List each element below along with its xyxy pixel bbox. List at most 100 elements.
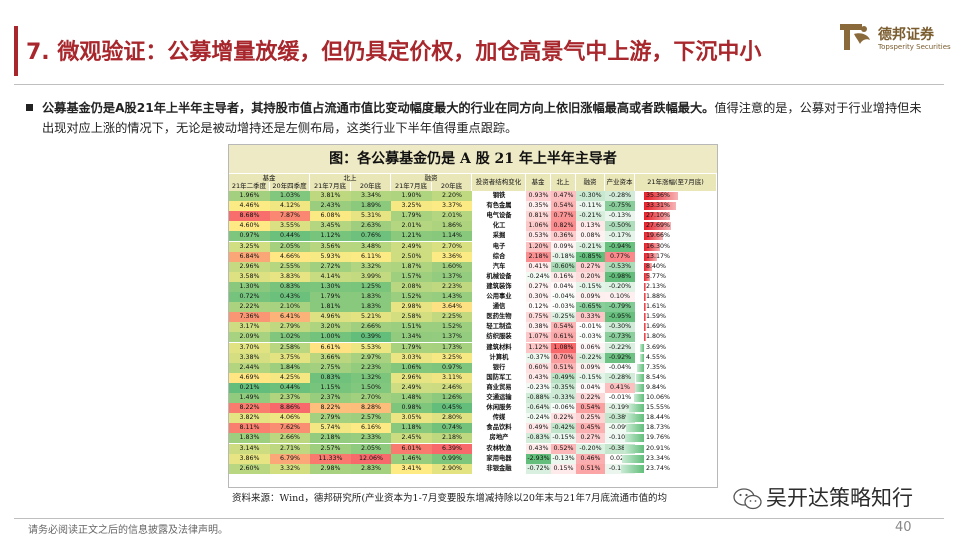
return-bar [635, 373, 644, 382]
change-cell: 0.22% [551, 413, 576, 424]
bullet-square-icon [26, 104, 33, 111]
change-cell: -0.20% [576, 443, 605, 454]
return-value: 16.30% [646, 242, 671, 250]
table-cell: 8.86% [270, 403, 310, 414]
change-cell: 1.08% [551, 342, 576, 353]
company-logo: 德邦证券 Topsperity Securities [836, 18, 951, 62]
return-bar [644, 212, 671, 221]
change-cell: 0.49% [526, 423, 551, 434]
table-cell: 1.37% [432, 271, 472, 282]
table-cell: 3.25% [432, 352, 472, 363]
table-cell: 1.86% [432, 221, 472, 232]
industry-label: 综合 [492, 252, 506, 260]
table-cell: 3.11% [432, 372, 472, 383]
table-cell: 1.15% [310, 382, 351, 393]
table-cell: 3.55% [270, 221, 310, 232]
header-change-1: 北上 [551, 174, 576, 191]
table-cell: 3.75% [270, 352, 310, 363]
change-cell: 0.04% [551, 281, 576, 292]
table-cell: 2.18% [432, 433, 472, 444]
table-cell: 0.21% [229, 382, 270, 393]
change-cell: -0.19% [605, 403, 635, 414]
table-cell: 1.81% [310, 302, 351, 313]
change-cell: -0.09% [605, 423, 635, 434]
return-value: 27.69% [646, 222, 671, 230]
source-note: 资料来源：Wind，德邦研究所(产业资本为1-7月变要股东增减持除以20年末与2… [232, 493, 668, 504]
table-cell: 3.99% [351, 271, 391, 282]
table-cell: 1.43% [432, 292, 472, 303]
header-change-3: 产业资本 [605, 174, 635, 191]
change-cell: -0.10% [605, 433, 635, 444]
table-cell: 4.96% [310, 312, 351, 323]
return-value: 5.77% [646, 272, 667, 280]
change-cell: -0.28% [605, 372, 635, 383]
logo-emblem-icon [836, 18, 874, 56]
return-value: 23.34% [646, 454, 671, 462]
industry-label: 银行 [492, 363, 506, 371]
header-change: 投资者结构变化 [472, 174, 526, 191]
table-cell: 0.99% [432, 453, 472, 464]
table-cell: 4.25% [270, 372, 310, 383]
change-cell: -0.33% [551, 393, 576, 404]
industry-label: 电气设备 [486, 212, 512, 220]
change-cell: -0.15% [576, 281, 605, 292]
table-cell: 6.41% [270, 312, 310, 323]
table-cell: 2.70% [351, 393, 391, 404]
header-change-2: 融资 [576, 174, 605, 191]
change-cell: 0.41% [605, 382, 635, 393]
change-cell: -0.03% [576, 332, 605, 343]
change-cell: -0.94% [605, 241, 635, 252]
table-cell: 6.79% [270, 453, 310, 464]
change-cell: -0.06% [551, 403, 576, 414]
table-cell: 2.08% [391, 281, 432, 292]
return-bar [644, 282, 647, 291]
change-cell: -0.03% [551, 302, 576, 313]
change-cell: -0.04% [551, 292, 576, 303]
table-cell: 2.58% [391, 312, 432, 323]
return-value: 10.06% [646, 394, 671, 401]
table-cell: 1.90% [391, 191, 432, 202]
change-cell: 0.12% [526, 302, 551, 313]
table-cell: 3.41% [391, 463, 432, 474]
change-cell: 0.46% [576, 453, 605, 464]
industry-label: 通信 [492, 303, 506, 311]
header-sub-1: 20年四季度 [270, 182, 310, 191]
table-cell: 1.96% [229, 191, 270, 202]
industry-label: 采掘 [492, 232, 506, 240]
change-cell: -0.24% [526, 271, 551, 282]
return-bar [644, 252, 657, 261]
change-cell: -0.53% [605, 261, 635, 272]
industry-label: 传媒 [492, 414, 506, 422]
table-cell: 2.98% [310, 463, 351, 474]
return-value: 8.54% [646, 373, 667, 381]
table-cell: 2.01% [391, 221, 432, 232]
change-cell: 0.43% [526, 443, 551, 454]
table-cell: 2.25% [432, 312, 472, 323]
change-cell: -0.22% [576, 352, 605, 363]
return-value: 18.44% [646, 414, 671, 422]
change-cell: -0.72% [526, 463, 551, 474]
table-cell: 7.87% [270, 211, 310, 222]
change-cell: 0.43% [526, 372, 551, 383]
change-cell: -0.65% [576, 302, 605, 313]
table-cell: 5.93% [310, 251, 351, 262]
industry-label: 房地产 [489, 434, 509, 442]
table-cell: 2.63% [351, 221, 391, 232]
table-cell: 2.43% [310, 201, 351, 212]
table-cell: 4.69% [229, 372, 270, 383]
change-cell: 0.70% [551, 352, 576, 363]
return-value: 33.31% [646, 202, 671, 210]
table-cell: 2.97% [351, 352, 391, 363]
table-cell: 1.73% [432, 342, 472, 353]
change-cell: 0.61% [551, 332, 576, 343]
industry-label: 家用电器 [486, 454, 512, 462]
change-cell: 2.18% [526, 251, 551, 262]
change-cell: -0.30% [576, 191, 605, 202]
change-cell: -0.04% [605, 362, 635, 373]
return-bar [634, 394, 644, 403]
table-cell: 2.20% [432, 191, 472, 202]
table-cell: 6.11% [351, 251, 391, 262]
change-cell: -0.20% [605, 281, 635, 292]
table-cell: 1.50% [351, 382, 391, 393]
change-cell: 0.36% [551, 231, 576, 242]
